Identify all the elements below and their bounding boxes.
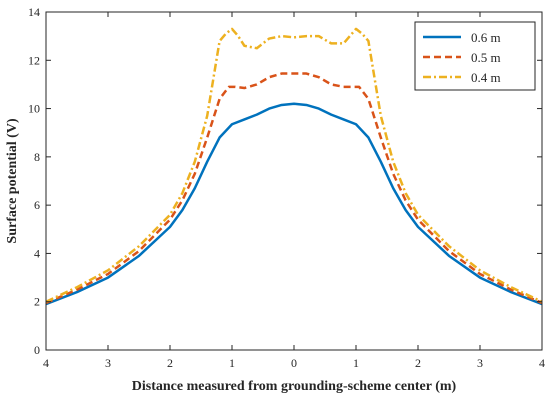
- y-tick-label: 4: [34, 246, 40, 260]
- legend-label-2: 0.5 m: [471, 50, 501, 65]
- legend-label-1: 0.6 m: [471, 30, 501, 45]
- y-tick-label: 14: [28, 5, 40, 19]
- x-tick-label: 1: [353, 356, 359, 370]
- x-tick-label: 2: [167, 356, 173, 370]
- legend-label-3: 0.4 m: [471, 70, 501, 85]
- series-line-1: [45, 102, 543, 306]
- x-tick-label: 0: [291, 356, 297, 370]
- y-tick-label: 6: [34, 198, 40, 212]
- y-tick-label: 0: [34, 343, 40, 357]
- y-axis-title: Surface potential (V): [5, 118, 20, 244]
- legend: 0.6 m 0.5 m 0.4 m: [414, 21, 536, 91]
- x-axis-title: Distance measured from grounding-scheme …: [132, 379, 457, 394]
- x-tick-label: 1: [229, 356, 235, 370]
- x-tick-label: 2: [415, 356, 421, 370]
- series-line-3: [45, 27, 543, 303]
- x-tick-label: 3: [477, 356, 483, 370]
- y-tick-label: 10: [28, 102, 40, 116]
- y-tick-label: 2: [34, 295, 40, 309]
- y-tick-label: 12: [28, 53, 40, 67]
- series-line-2: [45, 72, 543, 305]
- plot-layer: [45, 27, 543, 306]
- x-tick-label: 4: [43, 356, 49, 370]
- x-tick-label: 4: [539, 356, 545, 370]
- x-tick-label: 3: [105, 356, 111, 370]
- y-tick-label: 8: [34, 150, 40, 164]
